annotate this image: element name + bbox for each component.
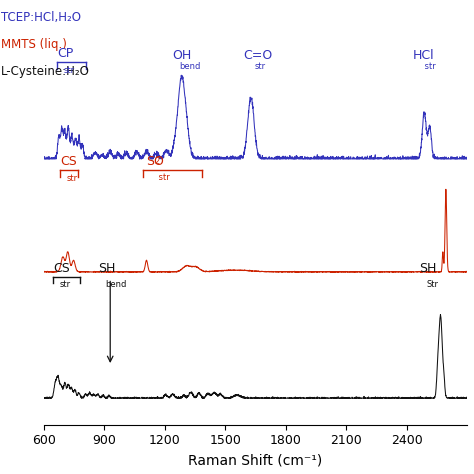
Text: str: str xyxy=(66,174,77,183)
Text: C=O: C=O xyxy=(243,49,273,62)
Text: TCEP:HCl,H₂O: TCEP:HCl,H₂O xyxy=(1,11,82,24)
X-axis label: Raman Shift (cm⁻¹): Raman Shift (cm⁻¹) xyxy=(188,453,322,467)
Text: Str: Str xyxy=(426,281,438,290)
Text: HCl: HCl xyxy=(413,49,434,62)
Text: 2: 2 xyxy=(154,157,159,166)
Text: SH: SH xyxy=(419,262,436,275)
Text: MMTS (liq.): MMTS (liq.) xyxy=(1,38,67,51)
Text: CS: CS xyxy=(54,262,70,275)
Text: str: str xyxy=(255,62,265,71)
Text: str: str xyxy=(60,281,71,290)
Text: bend: bend xyxy=(105,281,127,290)
Text: bend: bend xyxy=(180,62,201,71)
Text: str: str xyxy=(156,173,170,182)
Text: SO: SO xyxy=(146,155,164,168)
Text: CS: CS xyxy=(60,155,77,168)
Text: str: str xyxy=(422,62,436,71)
Text: OH: OH xyxy=(173,49,192,62)
Text: L-Cysteine:H₂O: L-Cysteine:H₂O xyxy=(1,65,90,78)
Text: SH: SH xyxy=(98,262,116,275)
Text: CP: CP xyxy=(57,47,73,60)
Text: str: str xyxy=(64,66,75,75)
